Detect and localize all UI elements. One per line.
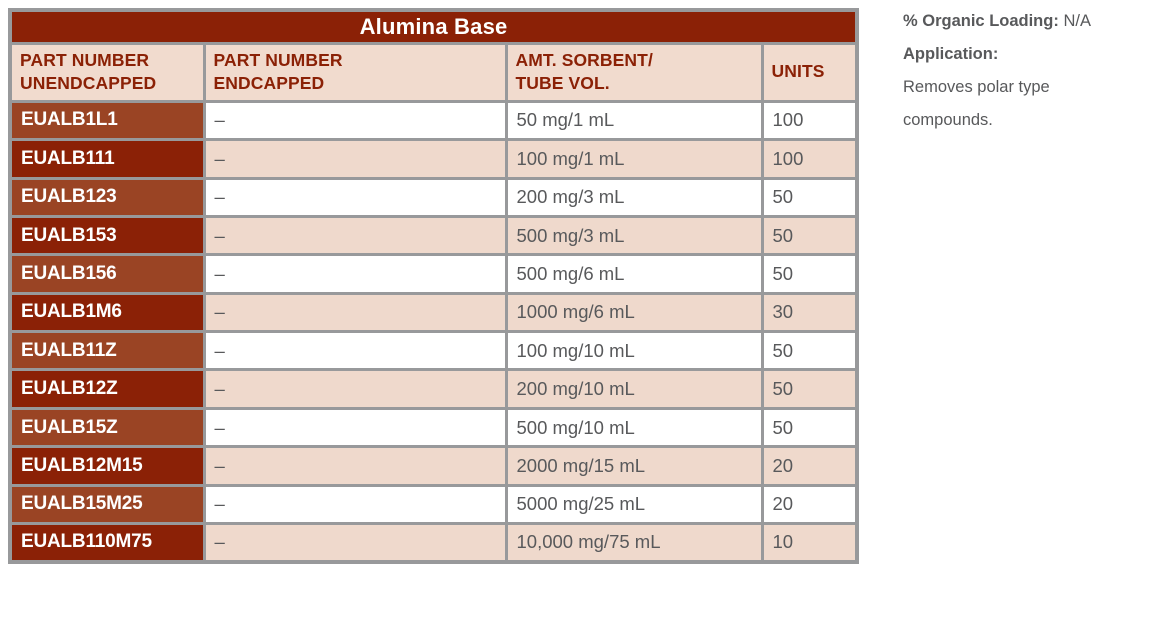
cell-amt-sorbent-tube-vol: 1000 mg/6 mL	[504, 291, 764, 334]
cell-units: 100	[760, 99, 859, 142]
cell-part-number-unendcapped: EUALB11Z	[8, 330, 206, 372]
cell-amt-sorbent-tube-vol: 50 mg/1 mL	[504, 99, 764, 142]
cell-part-number-unendcapped: EUALB110M75	[8, 522, 206, 564]
cell-part-number-unendcapped: EUALB15Z	[8, 406, 206, 449]
column-header-amt-sorbent-tube-vol: AMT. SORBENT/ TUBE VOL.	[504, 41, 764, 103]
cell-amt-sorbent-tube-vol: 200 mg/3 mL	[504, 176, 764, 218]
cell-part-number-unendcapped: EUALB1L1	[8, 99, 206, 142]
cell-units: 50	[760, 368, 859, 410]
cell-units: 30	[760, 291, 859, 334]
alumina-base-table: Alumina Base PART NUMBER UNENDCAPPED PAR…	[8, 8, 860, 564]
table-row: EUALB111–100 mg/1 mL 100	[8, 138, 859, 180]
cell-units: 100	[760, 138, 859, 180]
table-title-row: Alumina Base	[8, 8, 859, 45]
cell-part-number-endcapped: –	[202, 406, 508, 449]
cell-part-number-endcapped: –	[202, 330, 508, 372]
table-row: EUALB153–500 mg/3 mL 50	[8, 214, 859, 257]
cell-part-number-unendcapped: EUALB12Z	[8, 368, 206, 410]
column-header-part-number-endcapped: PART NUMBER ENDCAPPED	[202, 41, 508, 103]
cell-units: 50	[760, 253, 859, 295]
table-row: EUALB156–500 mg/6 mL 50	[8, 253, 859, 295]
cell-part-number-endcapped: –	[202, 522, 508, 564]
cell-amt-sorbent-tube-vol: 100 mg/1 mL	[504, 138, 764, 180]
cell-amt-sorbent-tube-vol: 500 mg/6 mL	[504, 253, 764, 295]
info-panel: % Organic Loading: N/A Application: Remo…	[903, 5, 1143, 137]
cell-part-number-unendcapped: EUALB15M25	[8, 483, 206, 526]
cell-part-number-endcapped: –	[202, 291, 508, 334]
cell-units: 50	[760, 406, 859, 449]
organic-loading-label: % Organic Loading:	[903, 12, 1059, 30]
cell-units: 50	[760, 330, 859, 372]
cell-units: 20	[760, 483, 859, 526]
organic-loading-value: N/A	[1063, 12, 1091, 30]
cell-units: 10	[760, 522, 859, 564]
table-row: EUALB15Z –500 mg/10 mL 50	[8, 406, 859, 449]
table-row: EUALB12M15–2000 mg/15 mL 20	[8, 445, 859, 487]
cell-part-number-endcapped: –	[202, 483, 508, 526]
column-header-row: PART NUMBER UNENDCAPPED PART NUMBER ENDC…	[8, 41, 859, 103]
column-header-part-number-unendcapped: PART NUMBER UNENDCAPPED	[8, 41, 206, 103]
cell-part-number-unendcapped: EUALB156	[8, 253, 206, 295]
cell-part-number-endcapped: –	[202, 445, 508, 487]
cell-part-number-endcapped: –	[202, 176, 508, 218]
application-text: Removes polar type compounds.	[903, 78, 1050, 129]
cell-units: 50	[760, 214, 859, 257]
cell-amt-sorbent-tube-vol: 200 mg/10 mL	[504, 368, 764, 410]
cell-part-number-endcapped: –	[202, 253, 508, 295]
cell-part-number-unendcapped: EUALB111	[8, 138, 206, 180]
cell-part-number-endcapped: –	[202, 99, 508, 142]
cell-part-number-endcapped: –	[202, 368, 508, 410]
cell-amt-sorbent-tube-vol: 5000 mg/25 mL	[504, 483, 764, 526]
table-row: EUALB11Z –100 mg/10 mL 50	[8, 330, 859, 372]
cell-units: 50	[760, 176, 859, 218]
cell-units: 20	[760, 445, 859, 487]
cell-part-number-endcapped: –	[202, 214, 508, 257]
table-row: EUALB123–200 mg/3 mL 50	[8, 176, 859, 218]
cell-part-number-unendcapped: EUALB153	[8, 214, 206, 257]
table-row: EUALB110M75–10,000 mg/75 mL 10	[8, 522, 859, 564]
table-body: EUALB1L1–50 mg/1 mL 100 EUALB111–100 mg/1 …	[8, 99, 859, 564]
cell-amt-sorbent-tube-vol: 10,000 mg/75 mL	[504, 522, 764, 564]
table-row: EUALB12Z –200 mg/10 mL 50	[8, 368, 859, 410]
cell-amt-sorbent-tube-vol: 500 mg/3 mL	[504, 214, 764, 257]
cell-part-number-unendcapped: EUALB12M15	[8, 445, 206, 487]
cell-part-number-unendcapped: EUALB1M6	[8, 291, 206, 334]
application-label: Application:	[903, 45, 999, 63]
cell-part-number-endcapped: –	[202, 138, 508, 180]
table-row: EUALB1M6–1000 mg/6 mL 30	[8, 291, 859, 334]
organic-loading-line: % Organic Loading: N/A	[903, 5, 1143, 38]
table-title: Alumina Base	[8, 8, 859, 45]
table-row: EUALB1L1–50 mg/1 mL 100	[8, 99, 859, 142]
column-header-units: UNITS	[760, 41, 859, 103]
cell-amt-sorbent-tube-vol: 500 mg/10 mL	[504, 406, 764, 449]
cell-part-number-unendcapped: EUALB123	[8, 176, 206, 218]
table-row: EUALB15M25–5000 mg/25 mL 20	[8, 483, 859, 526]
cell-amt-sorbent-tube-vol: 2000 mg/15 mL	[504, 445, 764, 487]
cell-amt-sorbent-tube-vol: 100 mg/10 mL	[504, 330, 764, 372]
